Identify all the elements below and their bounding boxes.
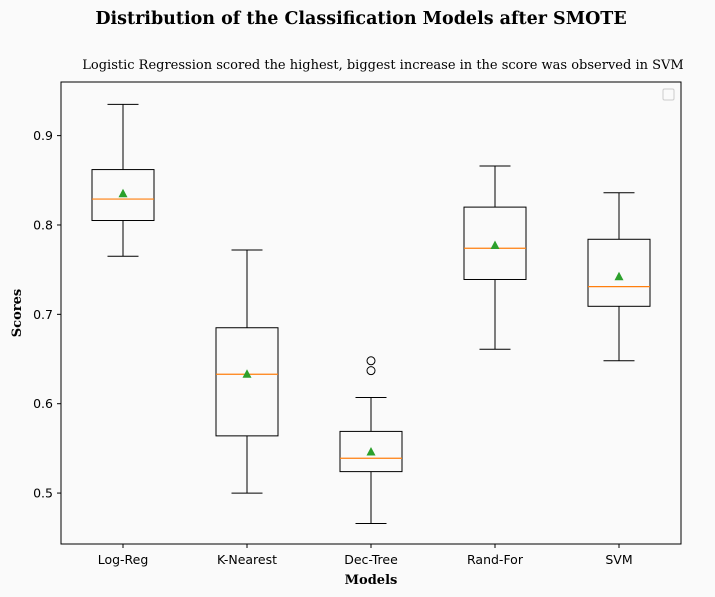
- iqr-box: [463, 206, 527, 280]
- mean-marker: [366, 446, 376, 456]
- y-tick-label: 0.7: [33, 307, 53, 322]
- plot-area: [60, 81, 682, 545]
- iqr-box: [339, 430, 403, 473]
- box-log-reg: [91, 103, 155, 257]
- y-tick-label: 0.6: [33, 396, 53, 411]
- chart-subtitle: Logistic Regression scored the highest, …: [82, 58, 683, 73]
- x-tick-label: SVM: [605, 552, 632, 567]
- iqr-box: [91, 169, 155, 222]
- outlier-point: [366, 356, 376, 366]
- box-svm: [587, 192, 651, 362]
- outlier-point: [366, 366, 376, 376]
- x-axis: Log-Reg K-Nearest Dec-Tree Rand-For SVM: [98, 544, 633, 567]
- y-axis-label: Scores: [10, 289, 25, 337]
- legend-box: [662, 88, 675, 101]
- y-tick-label: 0.9: [33, 128, 53, 143]
- boxes-layer: [91, 103, 651, 524]
- box-rand-for: [463, 165, 527, 350]
- x-axis-label: Models: [345, 573, 398, 588]
- iqr-box: [587, 238, 651, 307]
- x-tick-label: Rand-For: [467, 552, 524, 567]
- x-tick-label: Dec-Tree: [344, 552, 398, 567]
- chart-title: Distribution of the Classification Model…: [95, 9, 626, 29]
- y-tick-label: 0.8: [33, 217, 53, 232]
- x-tick-label: Log-Reg: [98, 552, 149, 567]
- box-dec-tree: [339, 356, 403, 524]
- mean-marker: [242, 369, 252, 378]
- y-tick-label: 0.5: [33, 486, 53, 501]
- y-axis: 0.5 0.6 0.7 0.8 0.9: [33, 128, 61, 501]
- box-k-nearest: [215, 249, 279, 494]
- x-tick-label: K-Nearest: [217, 552, 277, 567]
- mean-marker: [490, 240, 500, 250]
- mean-marker: [614, 271, 624, 281]
- mean-marker: [118, 188, 128, 198]
- iqr-box: [215, 327, 279, 437]
